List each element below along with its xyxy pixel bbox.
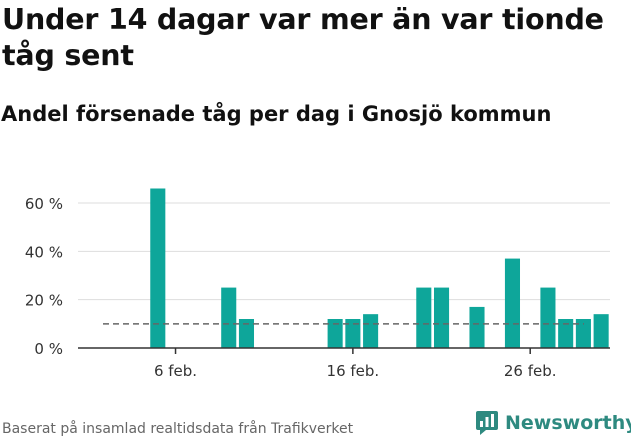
y-tick-label: 60 %: [25, 195, 63, 213]
x-tick-label: 26 feb.: [504, 362, 557, 380]
x-tick-label: 6 feb.: [154, 362, 197, 380]
bar: [469, 306, 485, 348]
bar: [558, 319, 574, 348]
bar: [575, 319, 591, 348]
bar: [345, 319, 361, 348]
bar: [416, 287, 432, 348]
y-tick-label: 40 %: [25, 243, 63, 261]
bar-chart: 0 % 20 % 40 % 60 % 6 feb. 16 feb. 26 feb.: [25, 188, 610, 380]
bar: [327, 319, 343, 348]
bar: [540, 287, 556, 348]
bar: [433, 287, 450, 348]
bar: [363, 314, 379, 348]
source-note: Baserat på insamlad realtidsdata från Tr…: [2, 421, 354, 437]
bar: [504, 258, 521, 348]
bar: [238, 319, 255, 348]
y-tick-label: 20 %: [25, 292, 63, 310]
bar: [150, 188, 166, 348]
newsworthy-brand[interactable]: Newsworthy: [475, 408, 631, 438]
chart-subtitle: Andel försenade tåg per dag i Gnosjö kom…: [1, 102, 552, 126]
x-tick-label: 16 feb.: [327, 362, 380, 380]
bar: [221, 287, 237, 348]
brand-name: Newsworthy: [505, 412, 631, 434]
bar: [593, 314, 609, 348]
chart-title: Under 14 dagar var mer än var tionde tåg…: [2, 3, 604, 72]
y-tick-label: 0 %: [34, 340, 63, 358]
newsworthy-logo-icon: [476, 411, 498, 435]
